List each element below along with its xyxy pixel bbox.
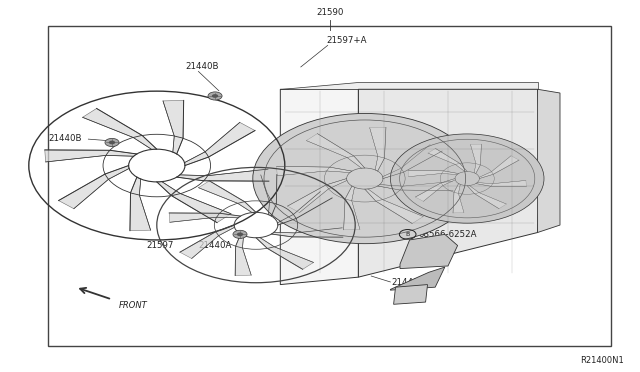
Polygon shape bbox=[428, 148, 467, 171]
Circle shape bbox=[390, 134, 544, 223]
Polygon shape bbox=[177, 169, 269, 181]
Polygon shape bbox=[378, 182, 453, 191]
Text: 21440B: 21440B bbox=[49, 134, 82, 143]
Polygon shape bbox=[476, 180, 526, 187]
Polygon shape bbox=[260, 174, 277, 216]
Text: FRONT: FRONT bbox=[118, 301, 147, 310]
Text: 08566-6252A: 08566-6252A bbox=[419, 230, 477, 239]
Text: B: B bbox=[406, 232, 410, 237]
Text: 21493N: 21493N bbox=[405, 211, 439, 220]
Polygon shape bbox=[400, 234, 458, 269]
Polygon shape bbox=[394, 285, 428, 304]
Polygon shape bbox=[453, 183, 464, 213]
Polygon shape bbox=[365, 189, 423, 224]
Polygon shape bbox=[383, 145, 442, 179]
Polygon shape bbox=[256, 238, 314, 269]
Polygon shape bbox=[479, 156, 519, 179]
Polygon shape bbox=[278, 192, 332, 225]
Circle shape bbox=[109, 141, 115, 144]
Polygon shape bbox=[467, 186, 506, 209]
Circle shape bbox=[253, 113, 477, 244]
Circle shape bbox=[208, 92, 222, 100]
Text: R21400N1: R21400N1 bbox=[580, 356, 624, 365]
Circle shape bbox=[212, 94, 218, 98]
Polygon shape bbox=[157, 182, 231, 222]
Polygon shape bbox=[307, 134, 365, 168]
Polygon shape bbox=[280, 82, 538, 89]
Polygon shape bbox=[198, 181, 256, 212]
Text: 21440A: 21440A bbox=[198, 241, 232, 250]
Text: 21597: 21597 bbox=[146, 241, 173, 250]
Polygon shape bbox=[470, 144, 481, 174]
Polygon shape bbox=[180, 225, 234, 259]
Polygon shape bbox=[130, 177, 150, 231]
Polygon shape bbox=[280, 89, 358, 285]
Text: 21590: 21590 bbox=[316, 8, 343, 17]
Text: 21440H: 21440H bbox=[392, 278, 426, 287]
Polygon shape bbox=[408, 170, 459, 177]
Text: 21440B: 21440B bbox=[186, 62, 219, 71]
Polygon shape bbox=[59, 166, 129, 209]
Polygon shape bbox=[169, 213, 241, 222]
Polygon shape bbox=[163, 100, 184, 154]
Polygon shape bbox=[235, 234, 252, 276]
Polygon shape bbox=[271, 228, 343, 237]
Polygon shape bbox=[83, 109, 157, 150]
Circle shape bbox=[233, 230, 247, 238]
Polygon shape bbox=[287, 179, 347, 212]
Polygon shape bbox=[415, 179, 455, 201]
Polygon shape bbox=[370, 127, 386, 171]
Circle shape bbox=[105, 138, 119, 147]
Polygon shape bbox=[276, 166, 352, 176]
Polygon shape bbox=[538, 89, 560, 232]
Polygon shape bbox=[344, 186, 360, 230]
Text: (2): (2) bbox=[419, 238, 431, 247]
Polygon shape bbox=[390, 267, 445, 290]
Text: 21597+A: 21597+A bbox=[326, 36, 367, 45]
Bar bbox=[48, 26, 611, 346]
Polygon shape bbox=[184, 122, 255, 166]
Circle shape bbox=[237, 232, 243, 236]
Polygon shape bbox=[45, 150, 137, 162]
Polygon shape bbox=[358, 89, 541, 277]
